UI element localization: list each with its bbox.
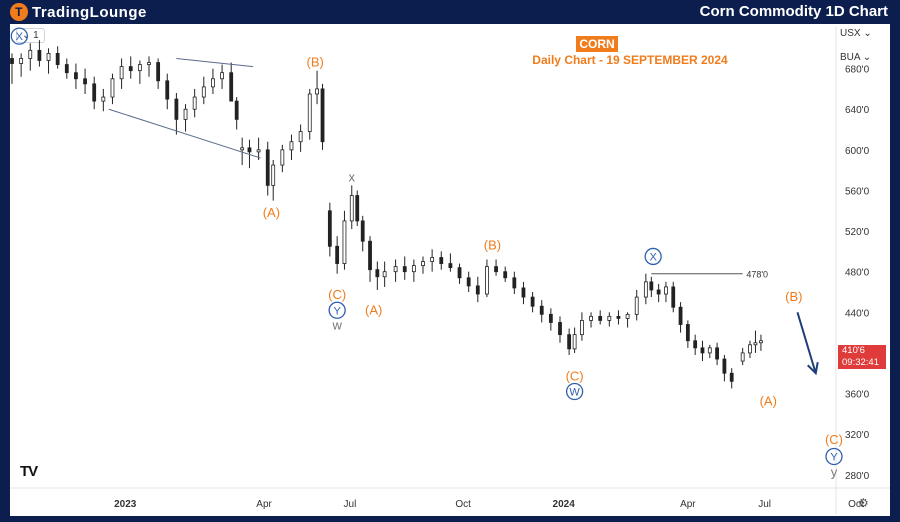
currency-value: USX — [840, 28, 861, 39]
interval-selector[interactable]: ⌄ 1 — [16, 28, 45, 43]
current-price-value: 410'6 — [842, 345, 865, 356]
current-price-badge: 410'6 09:32:41 — [838, 345, 886, 369]
currency-selector[interactable]: USX ⌄ — [840, 28, 872, 39]
chart-area[interactable] — [10, 24, 890, 516]
header-bar: T TradingLounge Corn Commodity 1D Chart — [0, 0, 900, 24]
brand-logo: T TradingLounge — [10, 3, 147, 21]
settings-gear-icon[interactable]: ⚙ — [858, 496, 869, 510]
brand-name: TradingLounge — [32, 3, 147, 21]
chevron-down-icon: ⌄ — [22, 30, 31, 41]
logo-icon: T — [10, 3, 28, 21]
tradingview-logo: TV — [20, 463, 38, 480]
page-title: Corn Commodity 1D Chart — [699, 3, 888, 20]
unit-value: BUA — [840, 52, 861, 63]
unit-selector[interactable]: BUA ⌄ — [840, 52, 872, 63]
interval-value: 1 — [33, 30, 39, 41]
bar-countdown: 09:32:41 — [842, 357, 879, 368]
